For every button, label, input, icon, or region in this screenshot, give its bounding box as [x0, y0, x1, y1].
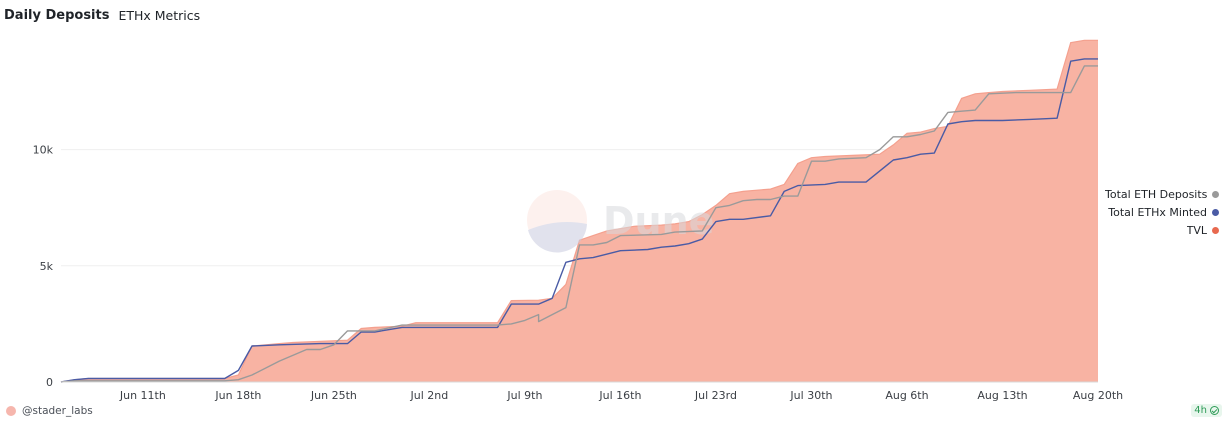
x-tick-label: Aug 20th	[1073, 389, 1123, 402]
check-circle-icon	[1210, 406, 1219, 415]
tvl-area[interactable]	[61, 40, 1098, 383]
chart-legend: Total ETH Deposits Total ETHx Minted TVL	[1089, 187, 1219, 237]
freshness-badge[interactable]: 4h	[1191, 404, 1222, 417]
chart-subtitle: ETHx Metrics	[118, 7, 201, 23]
legend-item-eth-deposits[interactable]: Total ETH Deposits	[1105, 187, 1219, 201]
dune-watermark: Dune	[527, 190, 714, 253]
x-tick-label: Jul 23rd	[694, 389, 737, 402]
eth-deposits-line[interactable]	[60, 65, 1098, 383]
x-tick-label: Aug 6th	[885, 389, 928, 402]
legend-dot-icon	[1212, 226, 1219, 234]
legend-label: Total ETH Deposits	[1105, 187, 1207, 201]
author-badge[interactable]: @stader_labs	[6, 405, 93, 417]
legend-dot-icon	[1212, 190, 1219, 198]
x-tick-label: Jul 9th	[506, 389, 542, 402]
freshness-text: 4h	[1194, 405, 1207, 416]
chart-header: Daily Deposits ETHx Metrics	[4, 6, 200, 24]
dune-logo-lower-icon	[528, 222, 587, 253]
x-tick-label: Jun 25th	[310, 389, 357, 402]
legend-label: Total ETHx Minted	[1108, 205, 1207, 219]
axis-layer: 0 5k 10k Jun 11th Jun 18th Jun 25th Jul 2nd Jul…	[33, 144, 1124, 402]
legend-dot-icon	[1212, 208, 1219, 216]
x-tick-label: Jul 30th	[789, 389, 832, 402]
y-tick-label: 5k	[40, 260, 54, 273]
x-tick-label: Jun 18th	[214, 389, 261, 402]
line-layer	[60, 58, 1098, 383]
legend-item-ethx-minted[interactable]: Total ETHx Minted	[1108, 205, 1219, 219]
chart-title: Daily Deposits	[4, 7, 110, 23]
y-tick-label: 0	[46, 376, 53, 389]
avatar	[6, 406, 16, 416]
ethx-minted-line[interactable]	[60, 58, 1098, 383]
tvl-line	[60, 39, 1098, 383]
legend-item-tvl[interactable]: TVL	[1187, 223, 1219, 237]
x-tick-label: Jun 11th	[119, 389, 166, 402]
x-tick-label: Aug 13th	[977, 389, 1027, 402]
legend-label: TVL	[1186, 223, 1207, 237]
area-layer	[60, 39, 1098, 383]
y-tick-label: 10k	[33, 144, 54, 157]
x-tick-label: Jul 2nd	[410, 389, 449, 402]
x-tick-label: Jul 16th	[598, 389, 641, 402]
author-name: @stader_labs	[22, 405, 93, 417]
